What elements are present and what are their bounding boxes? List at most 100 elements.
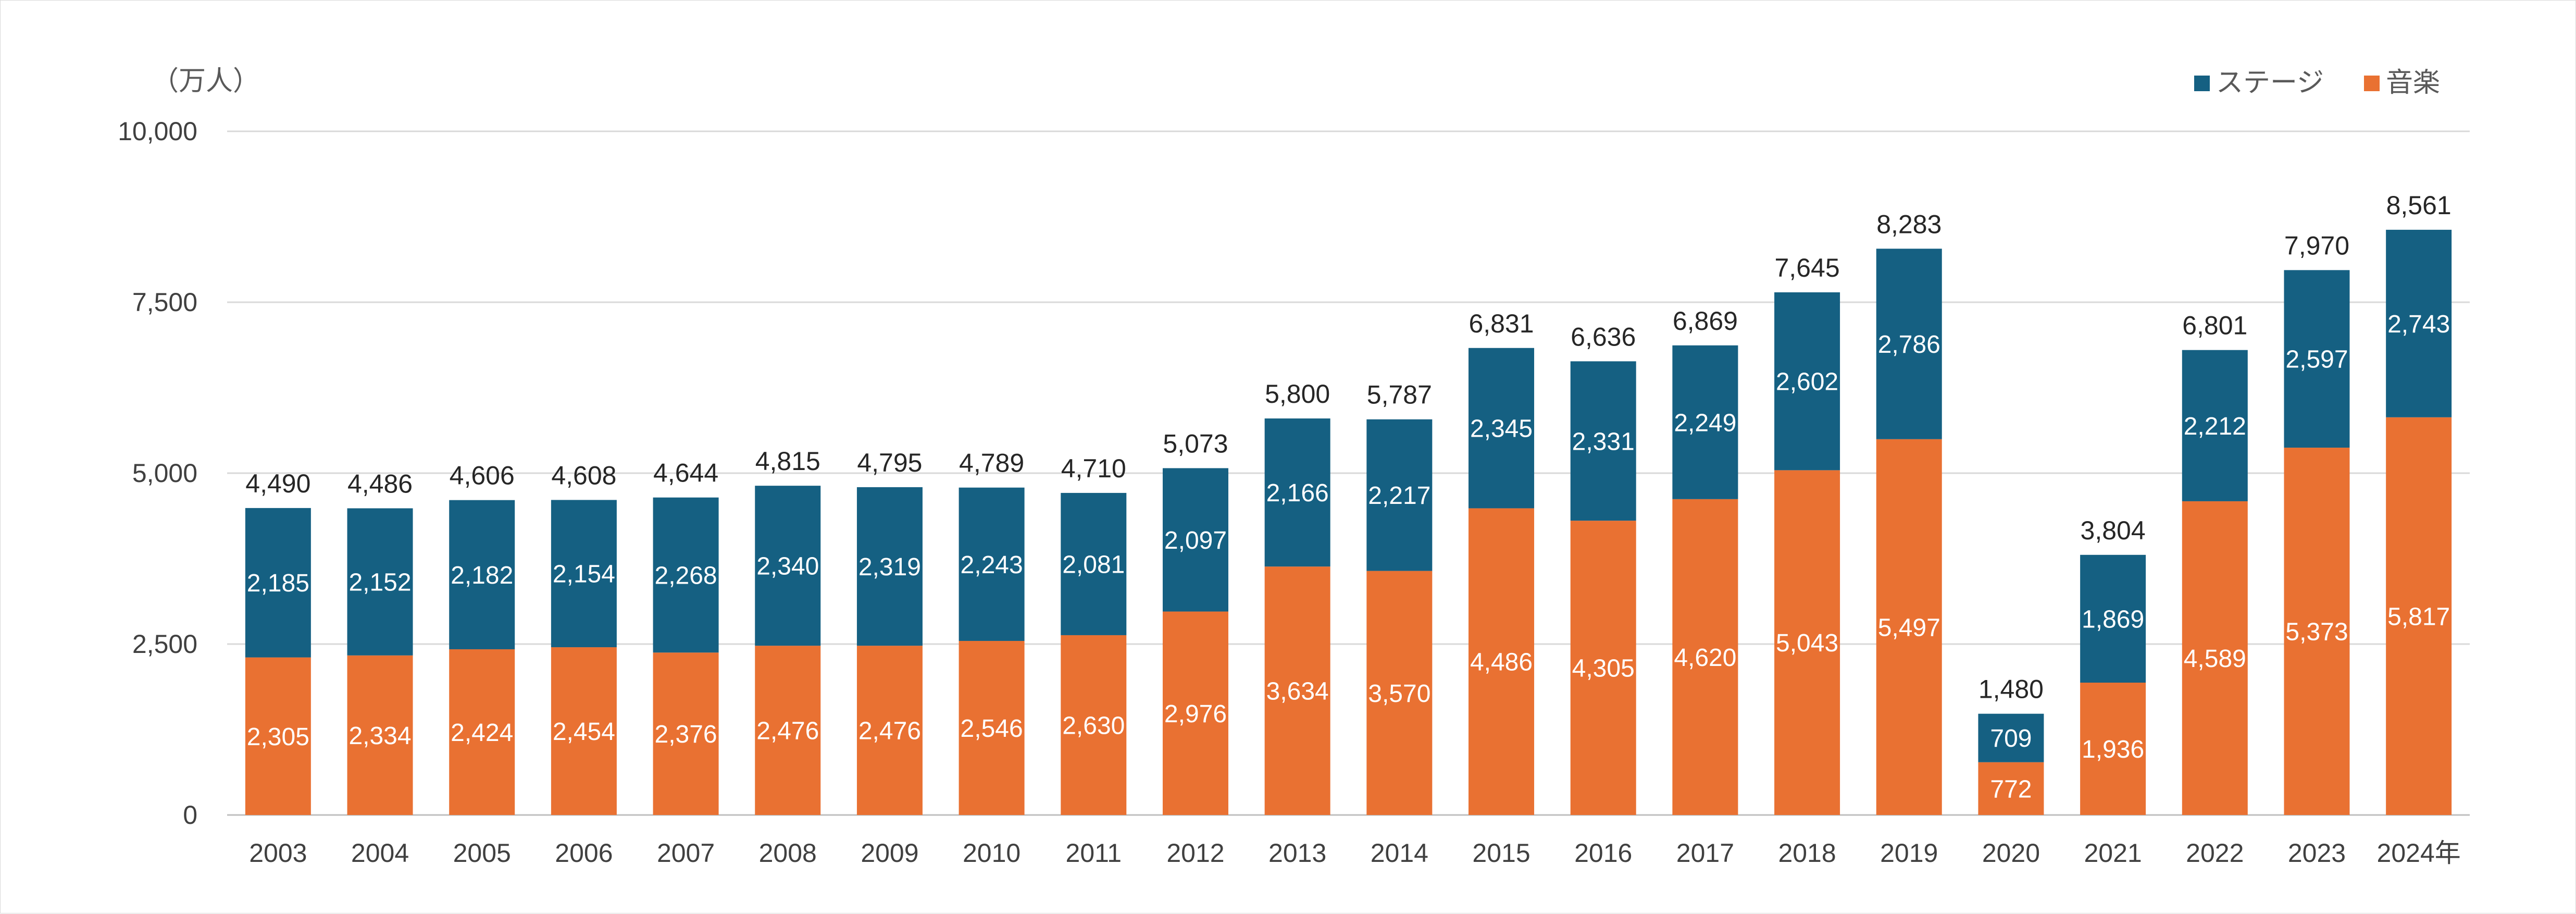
bar-stage (653, 497, 719, 653)
bar-stage (1876, 249, 1942, 439)
bar-stage (856, 487, 923, 646)
data-label-music: 2,546 (961, 715, 1023, 743)
bar-stage (2080, 554, 2146, 683)
data-label-total: 6,801 (2182, 311, 2247, 340)
bar-stage (959, 487, 1025, 641)
data-label-stage: 2,154 (553, 561, 615, 588)
data-label-total: 4,644 (653, 459, 718, 488)
bar-stage (449, 500, 515, 649)
data-label-music: 5,043 (1776, 629, 1838, 657)
data-label-total: 4,710 (1061, 454, 1126, 483)
data-label-music: 3,634 (1266, 678, 1329, 706)
bar-stage (1570, 361, 1636, 521)
data-label-stage: 2,743 (2387, 311, 2450, 338)
data-label-music: 4,486 (1470, 649, 1533, 676)
bar-stage (551, 500, 617, 648)
y-tick-label: 5,000 (132, 459, 197, 488)
data-label-music: 2,476 (756, 718, 819, 745)
x-tick-label: 2009 (861, 838, 918, 868)
bar-music (1774, 470, 1840, 815)
bar-music (1469, 508, 1535, 815)
bar-stage (245, 508, 311, 658)
legend: ステージ 音楽 (2194, 67, 2440, 98)
x-tick-label: 2023 (2288, 838, 2346, 868)
y-tick-label: 7,500 (132, 288, 197, 317)
data-label-music: 2,376 (655, 721, 717, 748)
data-label-music: 2,976 (1164, 700, 1227, 728)
data-label-total: 4,608 (551, 461, 616, 490)
x-tick-label: 2019 (1880, 838, 1938, 868)
bar-music (1672, 499, 1738, 815)
bar-stage (2182, 350, 2248, 501)
x-tick-label: 2008 (759, 838, 817, 868)
data-label-stage: 2,786 (1878, 331, 1940, 359)
data-label-stage: 2,345 (1470, 415, 1533, 443)
data-label-total: 5,800 (1265, 379, 1330, 409)
data-label-stage: 2,212 (2184, 413, 2246, 440)
x-axis-ticks: 2003 2004 2005 2006 2007 2008 2009 2010 2011 2012… (249, 838, 2461, 868)
data-label-total: 4,490 (245, 469, 310, 498)
bar-music (1978, 762, 2044, 815)
bar-music (1570, 521, 1636, 815)
bar-music (755, 646, 821, 815)
bar-music (1264, 566, 1330, 815)
data-label-stage: 2,217 (1368, 482, 1430, 510)
data-label-stage: 2,097 (1164, 527, 1227, 554)
x-tick-label: 2014 (1371, 838, 1428, 868)
data-label-stage: 2,185 (247, 570, 309, 597)
legend-swatch-stage (2194, 76, 2210, 91)
y-tick-label: 10,000 (118, 117, 197, 146)
bar-music (2080, 682, 2146, 815)
data-label-stage: 1,869 (2082, 606, 2144, 633)
data-label-total: 8,561 (2386, 191, 2451, 220)
data-label-total: 6,636 (1571, 322, 1636, 351)
data-label-music: 4,305 (1572, 655, 1635, 683)
data-label-stage: 2,597 (2285, 346, 2348, 374)
data-label-stage: 2,249 (1674, 409, 1736, 437)
data-label-music: 1,936 (2082, 736, 2144, 763)
bar-stage (1774, 292, 1840, 471)
legend-label-stage: ステージ (2216, 67, 2324, 98)
data-label-total: 4,789 (959, 449, 1024, 478)
x-tick-label: 2007 (657, 838, 715, 868)
bar-stage (2284, 270, 2350, 448)
bar-stage (347, 508, 413, 656)
data-label-music: 4,620 (1674, 644, 1736, 672)
data-label-total: 7,645 (1775, 253, 1840, 282)
data-label-stage: 2,602 (1776, 368, 1838, 396)
bars: 2,305 2,185 4,490 2,334 2,152 4,486 2,424 2,182… (245, 191, 2452, 815)
data-label-total: 7,970 (2284, 231, 2349, 260)
bar-music (2284, 448, 2350, 815)
bar-music (959, 640, 1025, 815)
data-label-total: 4,486 (347, 469, 413, 498)
data-label-stage: 2,340 (756, 553, 819, 580)
legend-label-music: 音楽 (2386, 67, 2440, 98)
y-axis-ticks: 0 2,500 5,000 7,500 10,000 (118, 117, 197, 830)
legend-swatch-music (2364, 76, 2380, 91)
data-label-total: 4,815 (755, 447, 820, 476)
bar-music (2182, 501, 2248, 815)
bar-stage (1162, 468, 1228, 612)
x-tick-label: 2021 (2084, 838, 2142, 868)
data-label-stage: 2,243 (961, 551, 1023, 579)
bar-music (653, 652, 719, 815)
x-tick-label: 2022 (2186, 838, 2244, 868)
bar-music (551, 647, 617, 815)
bar-music (245, 657, 311, 815)
x-tick-label: 2013 (1268, 838, 1326, 868)
data-label-total: 5,787 (1367, 380, 1432, 410)
data-label-music: 2,334 (349, 722, 411, 750)
data-label-total: 1,480 (1978, 675, 2044, 704)
bar-stage (1061, 492, 1127, 635)
bar-music (1366, 571, 1433, 815)
data-label-total: 5,073 (1163, 429, 1228, 458)
data-label-stage: 2,182 (451, 562, 513, 589)
bar-music (1061, 635, 1127, 815)
data-label-music: 5,373 (2285, 619, 2348, 646)
data-label-stage: 2,319 (858, 553, 921, 581)
bar-stage (2386, 229, 2452, 417)
data-label-music: 2,305 (247, 723, 309, 751)
x-tick-label: 2004 (351, 838, 409, 868)
bar-stage (755, 486, 821, 646)
bar-stage (1978, 713, 2044, 762)
